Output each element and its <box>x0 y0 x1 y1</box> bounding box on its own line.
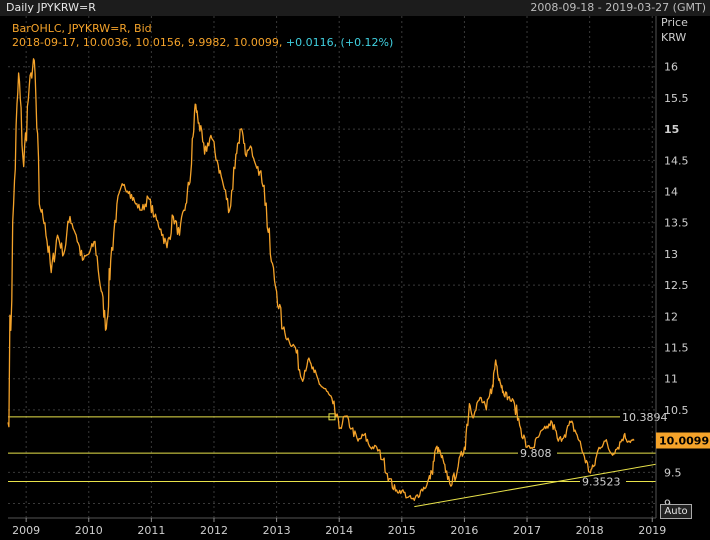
y-tick-label: 15.5 <box>664 92 689 105</box>
level-anchor-marker[interactable] <box>328 413 336 421</box>
legend-series-name: BarOHLC, JPYKRW=R, Bid <box>12 22 152 35</box>
x-tick-label: 2015 <box>388 524 416 537</box>
auto-scale-button[interactable]: Auto <box>660 504 692 519</box>
legend-ohlc-prefix: 2018-09-17, 10.0036, 10.0156, 9.9982, 10… <box>12 36 286 49</box>
x-tick-label: 2014 <box>325 524 353 537</box>
chart-window-title: Daily JPYKRW=R <box>6 1 96 14</box>
y-tick-label: 14.5 <box>664 154 689 167</box>
y-tick-label: 12 <box>664 310 678 323</box>
y-tick-label: 15 <box>664 123 679 136</box>
legend-ohlc-values: 2018-09-17, 10.0036, 10.0156, 9.9982, 10… <box>12 36 393 49</box>
y-tick-label: 13 <box>664 248 678 261</box>
x-tick-label: 2013 <box>263 524 291 537</box>
x-tick-label: 2009 <box>12 524 40 537</box>
legend-change: +0.0116, (+0.12%) <box>286 36 393 49</box>
x-tick-label: 2016 <box>450 524 478 537</box>
level-label: 9.3523 <box>582 476 621 489</box>
y-axis-label-price: Price <box>661 16 688 29</box>
y-tick-label: 12.5 <box>664 279 689 292</box>
date-range-label: 2008-09-18 - 2019-03-27 (GMT) <box>530 1 706 14</box>
level-label: 9.808 <box>520 447 552 460</box>
chart-axes: 16 15.5 15 14.5 14 13.5 13 12.5 12 11.5 11 10.5 9.5 9… <box>8 16 710 537</box>
y-axis-label-currency: KRW <box>661 31 686 44</box>
x-tick-label: 2018 <box>576 524 604 537</box>
trend-line <box>414 463 657 508</box>
legend: BarOHLC, JPYKRW=R, Bid 2018-09-17, 10.00… <box>12 22 393 49</box>
y-tick-label: 13.5 <box>664 217 689 230</box>
price-series <box>7 58 635 502</box>
y-tick-label: 9.5 <box>664 466 682 479</box>
level-label: 10.3894 <box>622 411 668 424</box>
chart-grid <box>8 16 656 518</box>
last-price-box <box>656 432 710 449</box>
x-tick-label: 2012 <box>200 524 228 537</box>
chart-header-bar: Daily JPYKRW=R 2008-09-18 - 2019-03-27 (… <box>0 0 710 17</box>
x-tick-label: 2019 <box>638 524 666 537</box>
y-tick-label: 14 <box>664 186 678 199</box>
last-price-label: 10.0099 <box>659 435 709 448</box>
x-tick-label: 2010 <box>75 524 103 537</box>
x-tick-label: 2017 <box>513 524 541 537</box>
x-tick-label: 2011 <box>137 524 165 537</box>
y-tick-label: 11 <box>664 373 678 386</box>
y-tick-label: 11.5 <box>664 342 689 355</box>
price-line <box>7 58 635 502</box>
trendline-segment[interactable] <box>414 463 657 508</box>
y-tick-label: 16 <box>664 61 678 74</box>
y-tick-label: 10.5 <box>664 404 689 417</box>
